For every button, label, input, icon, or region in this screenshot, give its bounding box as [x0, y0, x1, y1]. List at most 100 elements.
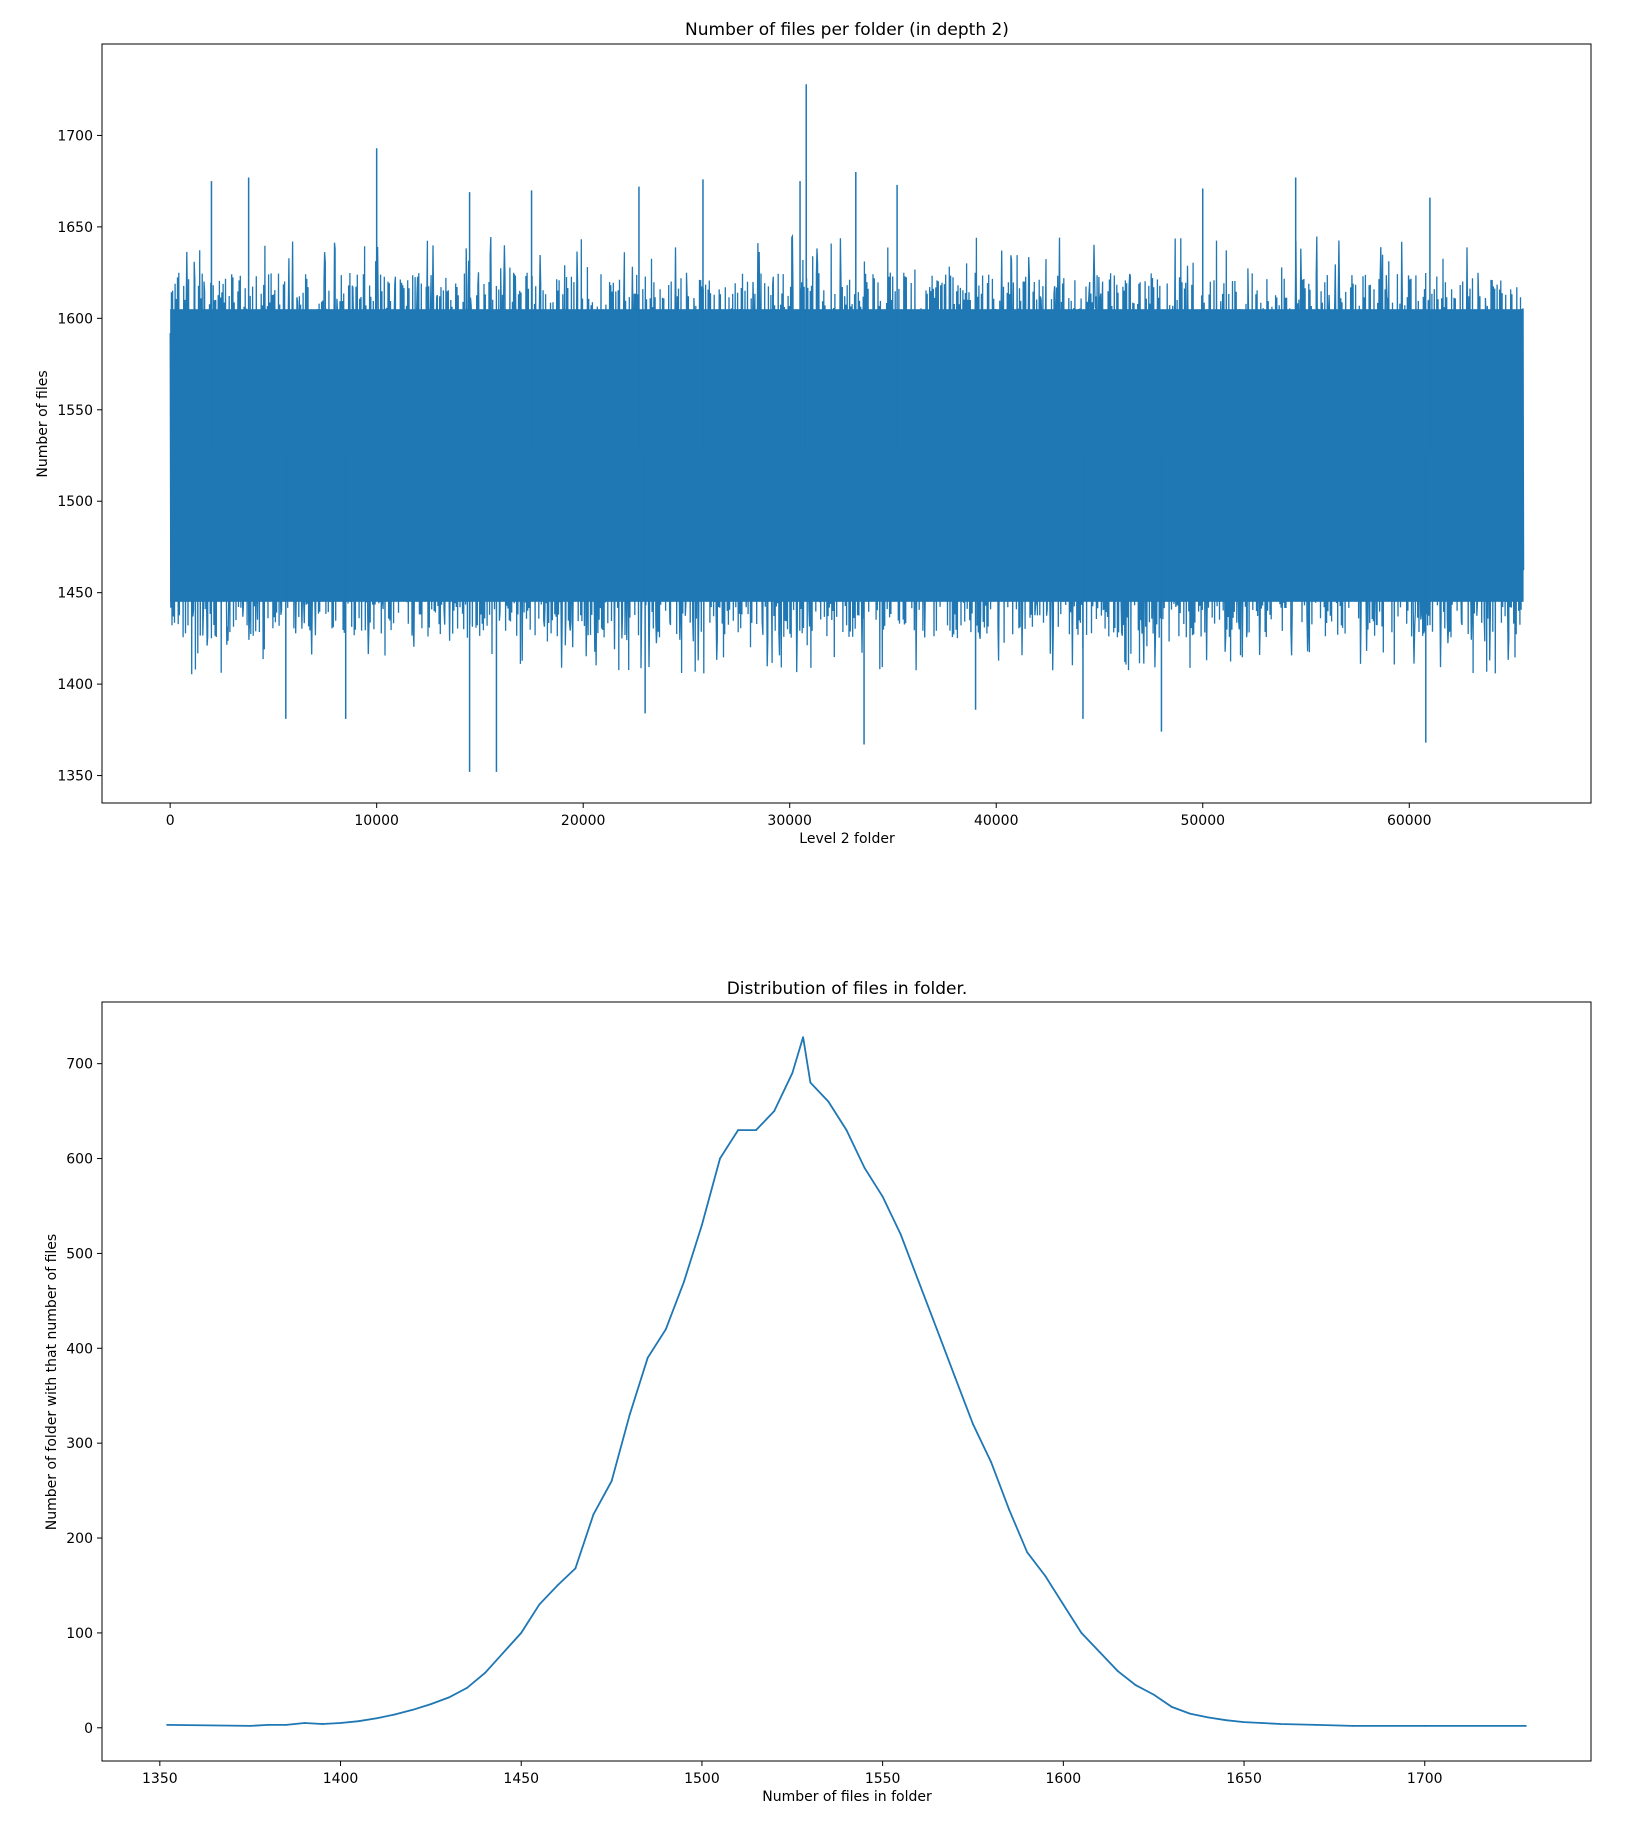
chart1-data-point	[466, 1687, 468, 1689]
chart1-frame	[101, 1001, 1592, 1762]
chart1-data-point	[1080, 1632, 1083, 1634]
chart1-data-point	[249, 1725, 252, 1727]
chart1-data-point	[303, 1722, 306, 1724]
chart1-data-point	[1188, 1712, 1191, 1715]
chart1-x-tick-label: 1500	[684, 1771, 720, 1787]
chart1-data-point	[502, 1651, 505, 1654]
chart0-y-axis: 1350 1400 1450 1500 1550 1600 1650 1700	[57, 128, 102, 785]
chart1-data-point	[411, 1708, 414, 1711]
chart1-data-point	[802, 1036, 804, 1038]
chart0-y-tick-label: 1450	[57, 586, 93, 602]
chart0-x-tick-label: 50000	[1180, 813, 1225, 829]
chart1-y-tick-label: 0	[84, 1721, 93, 1737]
chart1-series-line	[167, 1036, 1526, 1727]
chart-distribution: Distribution of files in folder. 1350 140…	[44, 979, 1592, 1805]
chart0-y-tick-label: 1700	[57, 128, 93, 144]
chart1-y-tick-label: 600	[66, 1152, 93, 1168]
chart1-y-tick-label: 300	[66, 1436, 93, 1452]
chart0-x-axis-label: Level 2 folder	[799, 831, 895, 847]
chart1-data-point	[166, 1724, 169, 1726]
chart1-data-point	[1423, 1725, 1426, 1727]
chart1-data-point	[936, 1328, 938, 1331]
chart0-x-tick-label: 20000	[561, 813, 606, 829]
chart1-data-point	[628, 1413, 631, 1416]
chart0-y-tick-label: 1650	[57, 220, 93, 236]
chart1-data-point	[791, 1072, 794, 1075]
chart1-data-point	[990, 1461, 992, 1463]
chart1-x-tick-label: 1550	[865, 1771, 901, 1787]
chart1-x-tick-label: 1400	[323, 1771, 359, 1787]
chart0-x-axis: 0 10000 20000 30000 40000 50000 60000	[166, 803, 1432, 829]
chart1-data-point	[646, 1356, 649, 1359]
chart0-series-dense-band	[170, 309, 1524, 602]
chart1-data-point	[755, 1129, 757, 1131]
chart1-data-point	[917, 1281, 920, 1283]
chart1-data-point	[1525, 1725, 1527, 1727]
chart0-plot-area	[169, 84, 1525, 772]
chart1-x-axis: 1350 1400 1450 1500 1550 1600 1650 1700	[142, 1761, 1443, 1787]
chart1-y-tick-label: 400	[66, 1341, 93, 1357]
chart1-data-point	[845, 1129, 848, 1131]
chart1-data-point	[1351, 1725, 1354, 1727]
chart1-data-point	[610, 1480, 613, 1482]
chart0-y-tick-label: 1350	[57, 769, 93, 785]
chart0-x-tick-label: 60000	[1387, 813, 1432, 829]
chart1-data-point	[538, 1603, 541, 1606]
chart1-y-axis-label: Number of folder with that number of fil…	[44, 1234, 60, 1530]
chart1-data-point	[701, 1224, 703, 1226]
chart1-data-point	[1315, 1724, 1318, 1726]
chart1-data-point	[1279, 1723, 1282, 1725]
chart1-data-point	[1134, 1684, 1137, 1686]
chart1-data-point	[1008, 1508, 1010, 1511]
chart0-y-tick-label: 1500	[57, 494, 93, 510]
chart1-data-point	[1044, 1575, 1047, 1577]
chart1-data-point	[1026, 1551, 1029, 1554]
chart1-data-point	[1152, 1693, 1155, 1696]
chart1-data-point	[1261, 1722, 1263, 1724]
chart1-data-point	[448, 1696, 450, 1699]
chart0-title: Number of files per folder (in depth 2)	[685, 20, 1009, 40]
chart1-data-point	[683, 1281, 685, 1283]
chart1-title: Distribution of files in folder.	[727, 979, 968, 999]
chart1-data-point	[285, 1724, 288, 1726]
chart-files-per-folder: Number of files per folder (in depth 2) …	[35, 20, 1592, 847]
chart1-data-point	[1170, 1706, 1173, 1708]
chart1-data-point	[899, 1233, 902, 1236]
chart0-x-tick-label: 40000	[974, 813, 1019, 829]
chart1-y-tick-label: 100	[66, 1626, 93, 1642]
chart1-data-point	[574, 1567, 577, 1570]
chart1-data-point	[339, 1722, 342, 1724]
chart1-data-point	[556, 1584, 559, 1587]
chart1-x-tick-label: 1450	[503, 1771, 539, 1787]
chart1-data-point	[393, 1713, 396, 1716]
chart1-data-point	[592, 1513, 595, 1516]
chart1-data-point	[863, 1167, 866, 1169]
chart1-plot-area	[166, 1036, 1527, 1727]
chart1-y-tick-label: 200	[66, 1531, 93, 1547]
chart1-x-tick-label: 1600	[1046, 1771, 1082, 1787]
chart0-y-tick-label: 1600	[57, 311, 93, 327]
chart1-data-point	[773, 1110, 776, 1112]
chart1-x-tick-label: 1650	[1226, 1771, 1262, 1787]
chart1-data-point	[719, 1157, 721, 1160]
chart1-x-tick-label: 1350	[142, 1771, 178, 1787]
chart1-data-point	[375, 1717, 378, 1720]
chart0-y-tick-label: 1400	[57, 677, 93, 693]
chart1-x-axis-label: Number of files in folder	[762, 1789, 932, 1805]
chart0-y-tick-label: 1550	[57, 403, 93, 419]
chart0-frame	[101, 43, 1592, 804]
chart1-data-point	[1098, 1651, 1101, 1653]
chart1-data-point	[357, 1720, 360, 1723]
chart1-data-point	[1207, 1716, 1209, 1719]
chart1-x-tick-label: 1700	[1407, 1771, 1443, 1787]
chart0-y-axis-label: Number of files	[35, 370, 51, 477]
chart1-data-point	[484, 1671, 486, 1674]
chart1-data-point	[520, 1632, 523, 1634]
chart1-data-point	[430, 1703, 432, 1705]
chart1-data-point	[267, 1724, 270, 1726]
chart1-data-point	[954, 1375, 956, 1378]
chart1-data-point	[664, 1328, 667, 1331]
chart1-data-point	[1225, 1719, 1227, 1722]
chart1-y-tick-label: 700	[66, 1057, 93, 1073]
